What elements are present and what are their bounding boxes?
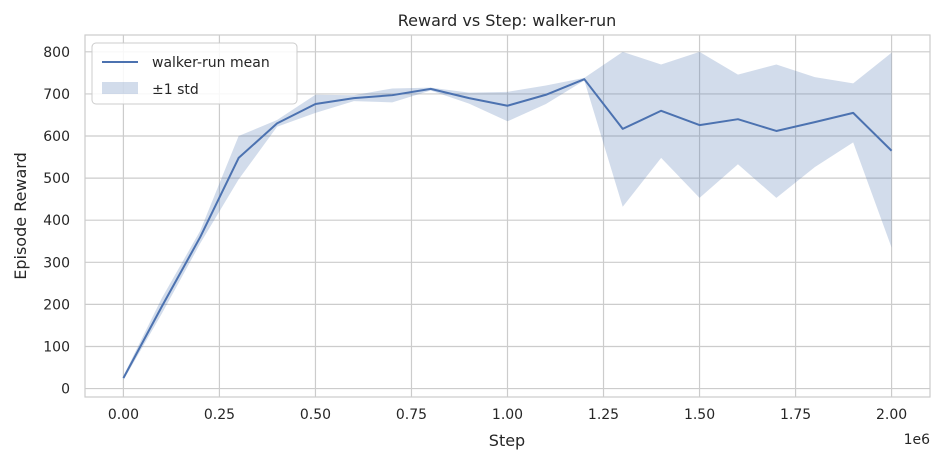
legend-box (91, 42, 298, 105)
x-tick-label: 0.50 (300, 407, 331, 423)
legend-label-std: ±1 std (152, 82, 199, 98)
y-tick-label: 500 (43, 171, 70, 187)
y-tick-label: 100 (43, 339, 70, 355)
mean-line (122, 78, 893, 379)
y-tick-label: 0 (61, 382, 70, 398)
mean-line-layer (122, 78, 893, 379)
x-ticks: 0.00 0.25 0.50 0.75 1.00 1.25 1.50 1.75 2.00 (108, 407, 907, 423)
chart-title: Reward vs Step: walker-run (398, 11, 617, 30)
std-band (123, 51, 892, 381)
y-tick-label: 800 (43, 45, 70, 61)
grid (85, 35, 930, 397)
y-tick-label: 300 (43, 255, 70, 271)
x-tick-label: 1.50 (684, 407, 715, 423)
y-tick-label: 700 (43, 87, 70, 103)
x-tick-label: 1.75 (780, 407, 811, 423)
x-axis-label: Step (489, 431, 525, 450)
y-tick-label: 400 (43, 213, 70, 229)
y-tick-label: 600 (43, 129, 70, 145)
x-tick-label: 1.00 (492, 407, 523, 423)
legend: walker-run mean ±1 std (91, 42, 298, 105)
y-tick-label: 200 (43, 297, 70, 313)
legend-band-swatch (102, 82, 138, 94)
x-tick-label: 0.25 (204, 407, 235, 423)
x-tick-label: 0.00 (108, 407, 139, 423)
std-band-layer (123, 51, 892, 381)
x-offset-label: 1e6 (904, 432, 931, 448)
y-ticks: 0 100 200 300 400 500 600 700 800 (43, 45, 70, 398)
x-tick-label: 0.75 (396, 407, 427, 423)
plot-frame (84, 34, 931, 398)
x-tick-label: 2.00 (876, 407, 907, 423)
legend-label-mean: walker-run mean (152, 55, 270, 71)
x-tick-label: 1.25 (588, 407, 619, 423)
y-axis-label: Episode Reward (11, 152, 30, 280)
